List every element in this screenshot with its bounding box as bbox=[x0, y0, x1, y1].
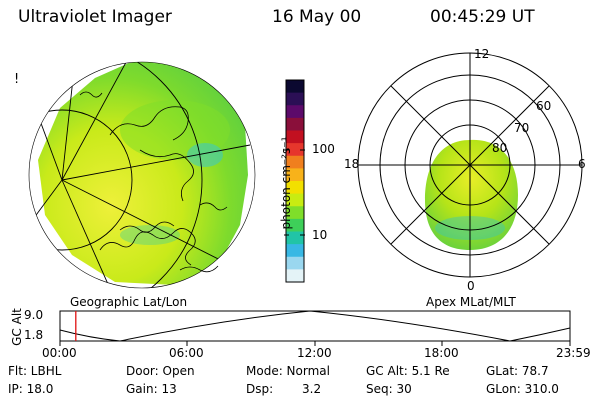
door-info: Door: Open bbox=[126, 364, 195, 378]
left-frame bbox=[28, 61, 256, 289]
colorbar-segment bbox=[286, 206, 304, 220]
mlt-label-12: 12 bbox=[474, 47, 490, 61]
colorbar-tick-10: 10 bbox=[312, 228, 328, 242]
geographic-image bbox=[28, 61, 256, 289]
geographic-caption: Geographic Lat/Lon bbox=[70, 295, 188, 309]
polar-plot bbox=[357, 52, 583, 278]
colorbar-unit-label: photon cm⁻²s⁻¹ bbox=[279, 136, 293, 230]
colorbar-segment bbox=[286, 143, 304, 157]
lat-label-70: 70 bbox=[514, 121, 530, 135]
seq-info: Seq: 30 bbox=[366, 382, 412, 396]
timeline-xtick-1800: 18:00 bbox=[424, 346, 459, 360]
timeline-xtick-0600: 06:00 bbox=[169, 346, 204, 360]
colorbar-segment bbox=[286, 117, 304, 132]
cyan-patch bbox=[187, 143, 223, 167]
ip-info: IP: 18.0 bbox=[8, 382, 54, 396]
colorbar-segment bbox=[286, 269, 304, 283]
time-label: 00:45:29 UT bbox=[430, 7, 535, 27]
gain-info: Gain: 13 bbox=[126, 382, 177, 396]
polar-grid bbox=[357, 52, 583, 278]
timeline-xtick-0000: 00:00 bbox=[42, 346, 77, 360]
timeline-ticks bbox=[59, 341, 571, 346]
colorbar-segment bbox=[286, 256, 304, 270]
colorbar-segment bbox=[286, 181, 304, 195]
timeline-ytick-9: 9.0 bbox=[24, 308, 44, 322]
auroral-image-left bbox=[38, 62, 248, 285]
timeline-xtick-2359: 23:59 bbox=[556, 346, 591, 360]
colorbar-tick-100: 100 bbox=[312, 142, 335, 156]
gc-alt-info: GC Alt: 5.1 Re bbox=[366, 364, 450, 378]
colorbar-segment bbox=[286, 130, 304, 144]
colorbar-segment bbox=[286, 92, 304, 106]
mlt-label-0: 0 bbox=[467, 279, 475, 293]
timeline-plot bbox=[59, 310, 571, 346]
colorbar bbox=[286, 80, 304, 283]
colorbar-segment bbox=[286, 168, 304, 182]
colorbar-segment bbox=[286, 193, 304, 207]
glon-info: GLon: 310.0 bbox=[486, 382, 559, 396]
mlt-label-18: 18 bbox=[344, 157, 360, 171]
mode-info: Mode: Normal bbox=[246, 364, 330, 378]
colorbar-segment bbox=[286, 231, 304, 245]
colorbar-segment bbox=[286, 244, 304, 258]
colorbar-ticks bbox=[284, 79, 305, 283]
dsp-value: 3.2 bbox=[302, 382, 322, 396]
filter-info: Flt: LBHL bbox=[8, 364, 62, 378]
edge-mark: ! bbox=[14, 72, 20, 87]
timeline-axis-label: GC Alt bbox=[10, 308, 24, 346]
timeline-xtick-1200: 12:00 bbox=[297, 346, 332, 360]
lat-label-80: 80 bbox=[492, 141, 508, 155]
colorbar-segment bbox=[286, 105, 304, 119]
mlt-label-6: 6 bbox=[578, 157, 586, 171]
altitude-curve bbox=[59, 310, 571, 342]
instrument-title: Ultraviolet Imager bbox=[18, 7, 172, 27]
coastlines bbox=[79, 91, 228, 273]
colorbar-segment bbox=[286, 155, 304, 169]
dsp-label: Dsp: bbox=[246, 382, 274, 396]
auroral-oval bbox=[425, 139, 518, 250]
apex-caption: Apex MLat/MLT bbox=[426, 295, 516, 309]
colorbar-segment bbox=[286, 80, 304, 94]
glat-info: GLat: 78.7 bbox=[486, 364, 549, 378]
lat-label-60: 60 bbox=[536, 99, 552, 113]
timeline-ytick-1.8: 1.8 bbox=[24, 328, 44, 342]
date-label: 16 May 00 bbox=[272, 7, 362, 27]
colorbar-segment bbox=[286, 218, 304, 233]
